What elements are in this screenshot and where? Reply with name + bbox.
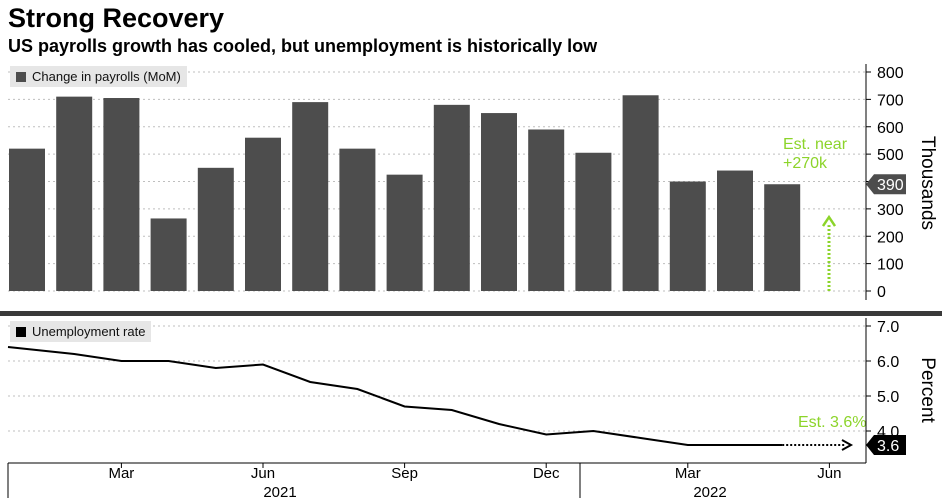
unemployment-last-value-badge: [866, 435, 906, 455]
payrolls-y-tick-label: 0: [877, 284, 886, 301]
unemployment-last-value-label: 3.6: [877, 438, 899, 455]
unemployment-y-axis-label: Percent: [917, 357, 938, 423]
payrolls-bar: [717, 170, 753, 291]
payrolls-bar: [197, 167, 234, 291]
payrolls-bar: [386, 174, 423, 291]
payrolls-bar: [292, 102, 329, 291]
payrolls-y-tick-label: 300: [877, 202, 904, 219]
x-tick-label: Jun: [251, 465, 275, 482]
year-label: 2021: [263, 484, 296, 500]
payrolls-estimate-label-line1: Est. near: [783, 136, 848, 153]
payrolls-bar: [245, 137, 281, 291]
payrolls-y-tick-label: 500: [877, 147, 904, 164]
chart-subtitle: US payrolls growth has cooled, but unemp…: [8, 36, 598, 56]
unemployment-y-tick-label: 6.0: [877, 354, 899, 371]
year-label: 2022: [693, 484, 726, 500]
payrolls-bar: [669, 181, 706, 291]
payrolls-legend-label: Change in payrolls (MoM): [32, 69, 181, 84]
unemployment-y-tick-label: 7.0: [877, 319, 899, 336]
unemployment-estimate-arrowhead: [841, 439, 854, 451]
x-tick-label: Sep: [391, 465, 418, 482]
x-tick-label: Dec: [533, 465, 560, 482]
payrolls-y-axis-label: Thousands: [917, 136, 938, 230]
payrolls-bar: [575, 152, 612, 291]
payrolls-y-tick-label: 600: [877, 120, 904, 137]
payrolls-last-value-label: 390: [877, 177, 904, 194]
unemployment-legend-swatch: [16, 326, 26, 337]
chart-title: Strong Recovery: [8, 3, 225, 33]
payrolls-estimate-arrowhead: [821, 214, 837, 227]
unemployment-estimate-label: Est. 3.6%: [798, 414, 866, 431]
payrolls-legend-swatch: [16, 71, 26, 82]
payrolls-bar: [764, 184, 801, 291]
payrolls-bar: [481, 113, 517, 291]
payrolls-y-tick-label: 800: [877, 65, 904, 82]
payrolls-bar: [339, 148, 376, 291]
unemployment-legend: Unemployment rate: [10, 321, 152, 342]
payrolls-bar: [150, 218, 187, 291]
payrolls-last-value-badge: [866, 174, 906, 195]
payrolls-bar: [9, 148, 45, 291]
panel-divider: [0, 311, 942, 316]
payrolls-legend: Change in payrolls (MoM): [10, 66, 187, 87]
x-tick-label: Jun: [817, 465, 841, 482]
payrolls-estimate-label-line2: +270k: [783, 155, 828, 172]
payrolls-bar: [56, 96, 93, 291]
payrolls-y-tick-label: 100: [877, 257, 904, 274]
payrolls-y-tick-label: 700: [877, 92, 904, 109]
payrolls-bar: [622, 95, 659, 291]
unemployment-legend-label: Unemployment rate: [32, 324, 146, 339]
payrolls-bar: [103, 98, 140, 291]
payrolls-y-tick-label: 200: [877, 229, 904, 246]
x-tick-label: Mar: [675, 465, 701, 482]
payrolls-bar: [433, 104, 470, 291]
unemployment-line: [7, 346, 783, 446]
payrolls-bar: [528, 129, 565, 291]
unemployment-y-tick-label: 5.0: [877, 389, 899, 406]
x-tick-label: Mar: [108, 465, 134, 482]
